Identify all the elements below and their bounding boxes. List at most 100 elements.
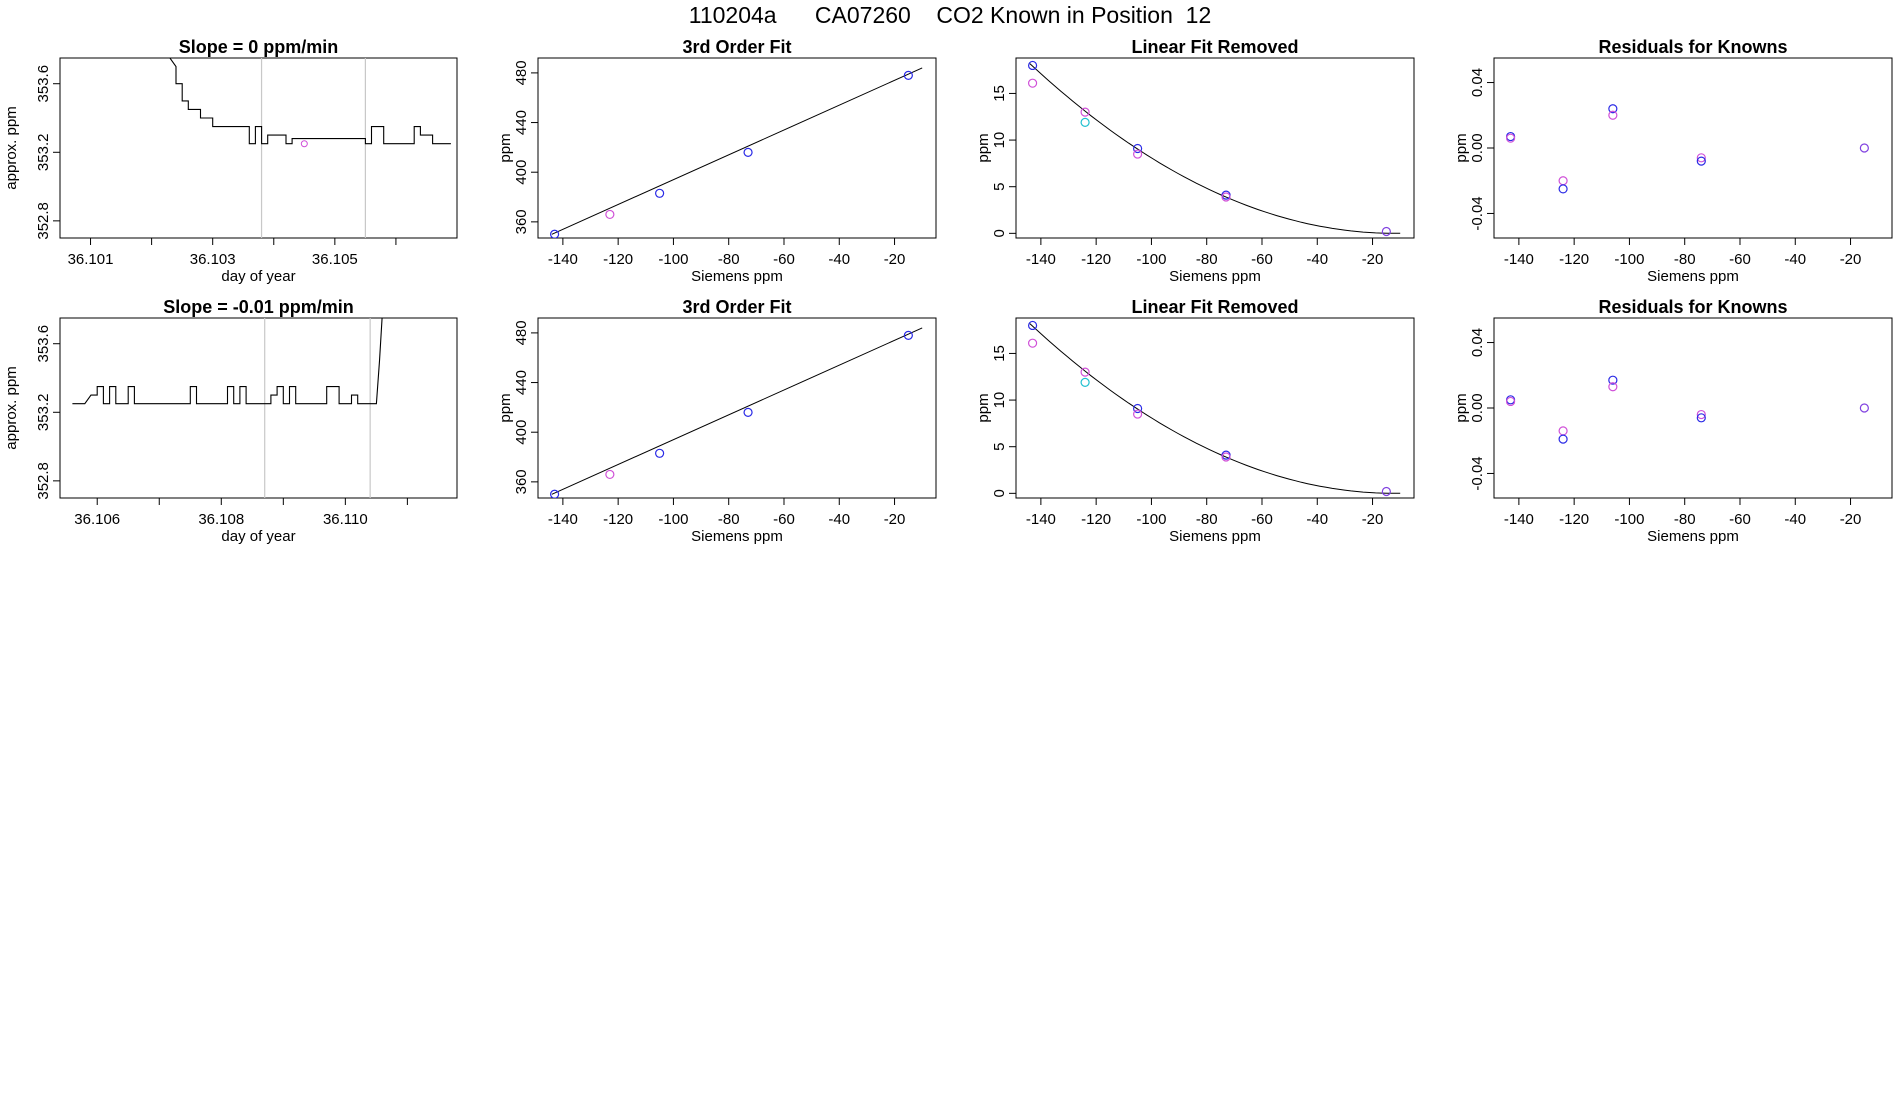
- data-point: [605, 209, 615, 220]
- plot-frame: [537, 57, 937, 239]
- x-tick-label: -20: [1362, 511, 1384, 528]
- x-tick-label: -80: [1674, 511, 1696, 528]
- data-point: [1558, 426, 1568, 436]
- plot-frame: [537, 317, 937, 499]
- y-tick-label: 400: [513, 160, 530, 185]
- data-point: [1027, 78, 1038, 88]
- x-tick-label: -40: [1306, 251, 1328, 268]
- fit-curve: [1029, 63, 1401, 234]
- x-tick-label: -100: [658, 251, 688, 268]
- x-tick-label: -60: [1729, 511, 1751, 528]
- x-tick-label: -20: [1362, 251, 1384, 268]
- plot-area: [1027, 320, 1401, 497]
- data-point: [903, 330, 913, 340]
- data-point: [1696, 413, 1706, 423]
- x-tick-label: -80: [1196, 511, 1218, 528]
- x-axis-label: Siemens ppm: [691, 268, 783, 285]
- y-tick-label: 0.00: [1469, 393, 1486, 422]
- x-tick-label: -40: [1306, 511, 1328, 528]
- x-tick-label: -40: [828, 511, 850, 528]
- panel-title: Residuals for Knowns: [1598, 37, 1787, 57]
- x-tick-label: -20: [1840, 251, 1862, 268]
- x-tick-label: 36.110: [323, 511, 368, 528]
- x-tick-label: -80: [718, 251, 740, 268]
- y-axis-label: ppm: [497, 133, 514, 162]
- x-tick-label: -60: [773, 251, 795, 268]
- x-tick-label: -80: [1674, 251, 1696, 268]
- data-point: [1221, 450, 1231, 460]
- y-axis-label: approx. ppm: [3, 106, 20, 189]
- data-point: [743, 407, 753, 417]
- x-axis-label: Siemens ppm: [691, 528, 783, 545]
- y-tick-label: 5: [991, 443, 1008, 451]
- panel-row1-fit: 3rd Order Fit -140 -120 -100 -80 -60 -40 -20 360…: [497, 37, 937, 285]
- x-tick-label: -100: [1614, 251, 1644, 268]
- x-tick-label: -60: [1251, 511, 1273, 528]
- data-point: [1080, 367, 1090, 377]
- plot-frame: [59, 57, 458, 239]
- data-point: [1696, 156, 1706, 166]
- data-point: [1080, 377, 1090, 387]
- data-point: [1558, 184, 1568, 194]
- fit-curve: [1029, 323, 1401, 494]
- panel-row2-linear-removed: Linear Fit Removed -140 -120 -100 -80 -60 -40 -…: [975, 297, 1415, 545]
- data-point: [655, 188, 665, 198]
- x-tick-label: -60: [1729, 251, 1751, 268]
- data-point: [743, 147, 753, 157]
- data-point: [300, 140, 308, 148]
- x-tick-label: 36.108: [198, 511, 244, 528]
- x-tick-label: -140: [548, 511, 578, 528]
- data-point: [1859, 143, 1869, 153]
- series-line: [169, 58, 451, 145]
- plot-frame: [1493, 317, 1893, 499]
- x-tick-label: -120: [1081, 511, 1111, 528]
- x-tick-label: -20: [884, 251, 906, 268]
- y-tick-label: 353.2: [35, 134, 52, 172]
- x-tick-label: 36.106: [74, 511, 120, 528]
- data-point: [1133, 149, 1143, 159]
- x-tick-label: -140: [1026, 511, 1056, 528]
- data-point: [549, 229, 560, 238]
- data-point: [1608, 104, 1618, 114]
- plot-frame: [1015, 317, 1415, 499]
- panel-title: Linear Fit Removed: [1131, 297, 1298, 317]
- y-tick-label: 352.8: [35, 462, 52, 500]
- x-tick-label: -120: [1081, 251, 1111, 268]
- data-point: [1027, 60, 1038, 71]
- x-tick-label: -140: [1026, 251, 1056, 268]
- x-tick-label: 36.103: [190, 251, 236, 268]
- panel-title: Slope = 0 ppm/min: [179, 37, 339, 57]
- y-axis-label: approx. ppm: [3, 366, 20, 449]
- fit-curve: [551, 327, 923, 495]
- y-tick-label: 5: [991, 183, 1008, 191]
- panel-row2-residuals: Residuals for Knowns -140 -120 -100 -80 -60 -4…: [1453, 297, 1893, 545]
- y-tick-label: -0.04: [1469, 456, 1486, 490]
- plot-area: [72, 318, 383, 498]
- panel-title: 3rd Order Fit: [682, 37, 791, 57]
- x-tick-label: -100: [1136, 511, 1166, 528]
- x-axis-label: day of year: [221, 268, 295, 285]
- data-point: [1133, 143, 1143, 154]
- x-tick-label: -100: [1614, 511, 1644, 528]
- y-tick-label: 400: [513, 420, 530, 445]
- panel-row1-timeseries: Slope = 0 ppm/min 36.101 36.103 36.105 352.8…: [3, 37, 458, 285]
- x-tick-label: -140: [548, 251, 578, 268]
- x-tick-label: -80: [718, 511, 740, 528]
- plot-area: [169, 58, 451, 238]
- data-point: [1221, 192, 1231, 202]
- y-tick-label: 0.04: [1469, 328, 1486, 357]
- x-tick-label: -60: [1251, 251, 1273, 268]
- x-tick-label: 36.105: [312, 251, 358, 268]
- x-tick-label: -60: [773, 511, 795, 528]
- data-point: [655, 448, 665, 458]
- y-tick-label: 353.6: [35, 325, 52, 363]
- data-point: [1027, 338, 1038, 348]
- x-axis-label: Siemens ppm: [1647, 268, 1739, 285]
- data-point: [1080, 107, 1090, 117]
- data-point: [1558, 176, 1568, 186]
- y-axis-label: ppm: [1453, 393, 1470, 422]
- y-axis-label: ppm: [975, 393, 992, 422]
- series-line: [72, 318, 383, 405]
- data-point: [1859, 403, 1869, 413]
- plot-area: [549, 67, 923, 238]
